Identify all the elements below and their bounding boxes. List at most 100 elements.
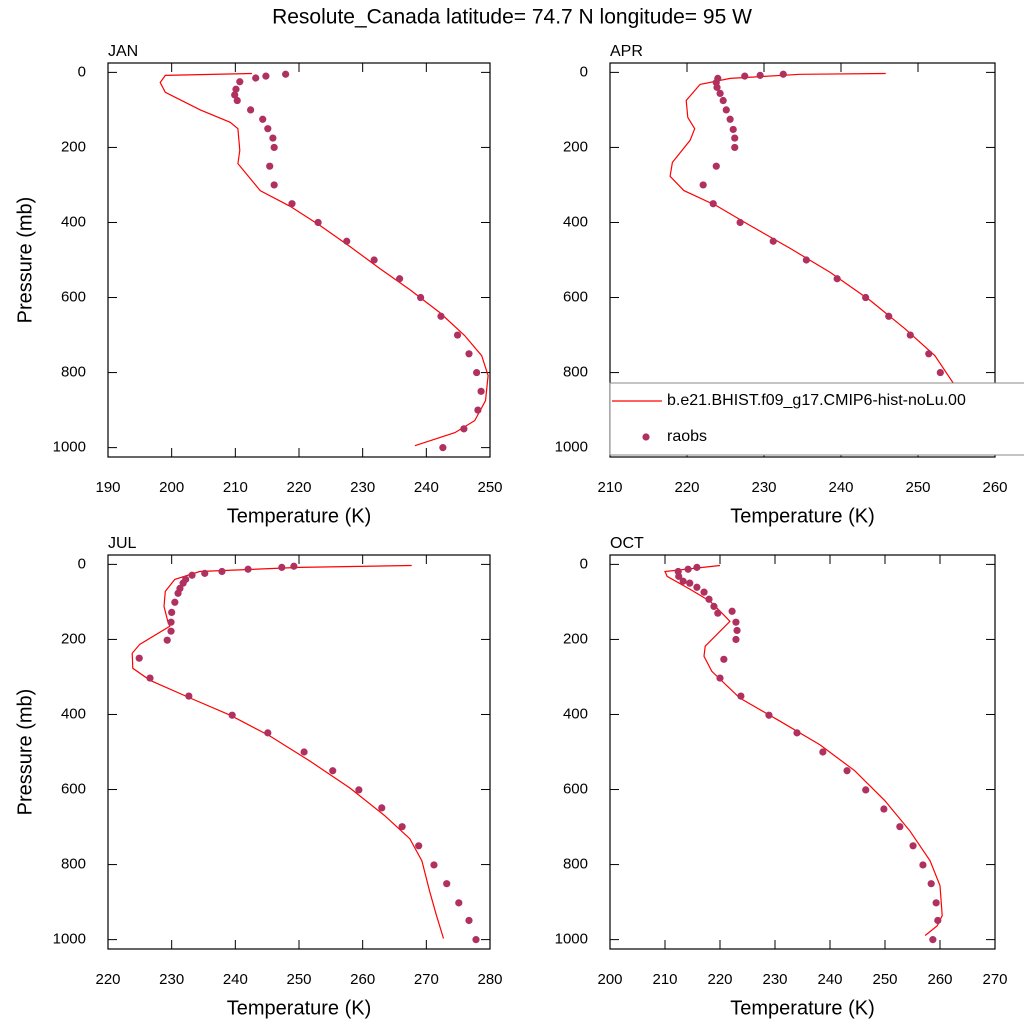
legend-label: raobs xyxy=(667,428,707,445)
raobs-point xyxy=(259,115,267,123)
raobs-point xyxy=(135,654,143,662)
x-axis-label: Temperature (K) xyxy=(227,997,372,1019)
raobs-point xyxy=(906,331,914,339)
raobs-point xyxy=(929,936,937,944)
raobs-point xyxy=(398,823,406,831)
y-tick-label: 600 xyxy=(61,288,86,305)
model-line xyxy=(669,72,964,451)
y-tick-label: 0 xyxy=(78,63,86,80)
raobs-point xyxy=(862,786,870,794)
raobs-point xyxy=(843,767,851,775)
x-tick-label: 260 xyxy=(927,971,952,988)
raobs-point xyxy=(278,563,286,571)
plot-frame xyxy=(609,62,996,458)
raobs-point xyxy=(163,636,171,644)
raobs-point xyxy=(769,237,777,245)
raobs-point xyxy=(756,71,764,79)
raobs-point xyxy=(236,78,244,86)
raobs-point xyxy=(714,609,722,617)
raobs-point xyxy=(896,823,904,831)
raobs-point xyxy=(437,312,445,320)
plot-frame xyxy=(107,554,491,950)
raobs-point xyxy=(455,899,463,907)
y-tick-label: 200 xyxy=(563,630,588,647)
raobs-point xyxy=(179,579,187,587)
raobs-point xyxy=(300,748,308,756)
raobs-point xyxy=(231,91,239,99)
x-axis-label: Temperature (K) xyxy=(227,505,372,527)
raobs-point xyxy=(329,767,337,775)
x-tick-label: 230 xyxy=(159,971,184,988)
raobs-point xyxy=(167,618,175,626)
raobs-point xyxy=(472,936,480,944)
raobs-point xyxy=(736,218,744,227)
raobs-point xyxy=(378,804,386,812)
y-tick-label: 800 xyxy=(61,364,86,381)
x-tick-label: 250 xyxy=(286,971,311,988)
raobs-point xyxy=(686,579,694,587)
raobs-point xyxy=(443,880,451,888)
figure-title: Resolute_Canada latitude= 74.7 N longitu… xyxy=(272,6,752,29)
raobs-point xyxy=(713,83,721,91)
raobs-point xyxy=(247,106,255,114)
y-tick-label: 200 xyxy=(61,138,86,155)
x-tick-label: 270 xyxy=(414,971,439,988)
raobs-point xyxy=(710,602,718,611)
raobs-point xyxy=(700,588,708,596)
y-tick-label: 200 xyxy=(61,630,86,647)
raobs-point xyxy=(465,916,473,925)
raobs-point xyxy=(477,387,485,395)
raobs-point xyxy=(270,181,278,189)
x-tick-label: 260 xyxy=(982,479,1007,496)
raobs-point xyxy=(699,181,707,189)
x-tick-label: 230 xyxy=(762,971,787,988)
x-tick-label: 220 xyxy=(286,479,311,496)
legend-label: b.e21.BHIST.f09_g17.CMIP6-hist-noLu.00 xyxy=(667,392,966,409)
x-tick-label: 260 xyxy=(350,971,375,988)
raobs-point xyxy=(460,425,468,433)
raobs-point xyxy=(675,572,683,580)
raobs-point xyxy=(729,125,737,134)
y-tick-label: 800 xyxy=(563,856,588,873)
x-tick-label: 200 xyxy=(597,971,622,988)
raobs-point xyxy=(439,444,447,452)
x-tick-label: 200 xyxy=(159,479,184,496)
x-tick-label: 250 xyxy=(905,479,930,496)
panel: OCT 0 200 400 600 800 1000 200 210 220 230 240 250 26… xyxy=(555,535,1008,1019)
x-tick-label: 240 xyxy=(414,479,439,496)
raobs-point xyxy=(819,748,827,756)
y-tick-label: 600 xyxy=(61,780,86,797)
raobs-point xyxy=(185,692,193,700)
raobs-point xyxy=(264,125,272,133)
raobs-point xyxy=(430,861,438,869)
raobs-point xyxy=(417,293,425,302)
raobs-point xyxy=(732,635,740,644)
raobs-point xyxy=(733,626,741,635)
raobs-point xyxy=(693,583,701,591)
raobs-point xyxy=(465,350,473,358)
raobs-point xyxy=(705,595,713,603)
x-tick-label: 250 xyxy=(477,479,502,496)
raobs-point xyxy=(269,134,277,142)
raobs-point xyxy=(264,729,272,737)
y-tick-label: 200 xyxy=(563,138,588,155)
x-tick-label: 220 xyxy=(674,479,699,496)
raobs-point xyxy=(716,674,724,682)
model-line xyxy=(664,564,943,936)
raobs-point xyxy=(415,842,423,850)
panel: JUL 0 200 400 600 800 1000 220 230 240 250 260 270 28… xyxy=(14,535,502,1019)
x-tick-label: 280 xyxy=(477,971,502,988)
model-line xyxy=(131,564,445,939)
raobs-point xyxy=(146,674,154,682)
y-tick-label: 400 xyxy=(61,213,86,230)
raobs-point xyxy=(270,143,278,152)
x-tick-label: 230 xyxy=(350,479,375,496)
x-tick-label: 210 xyxy=(652,971,677,988)
y-tick-label: 0 xyxy=(78,555,86,572)
y-tick-label: 1000 xyxy=(555,931,588,948)
raobs-point xyxy=(919,861,927,869)
panel-title: OCT xyxy=(610,535,644,552)
raobs-point xyxy=(936,368,944,377)
raobs-point xyxy=(473,368,481,377)
raobs-point xyxy=(862,293,870,302)
